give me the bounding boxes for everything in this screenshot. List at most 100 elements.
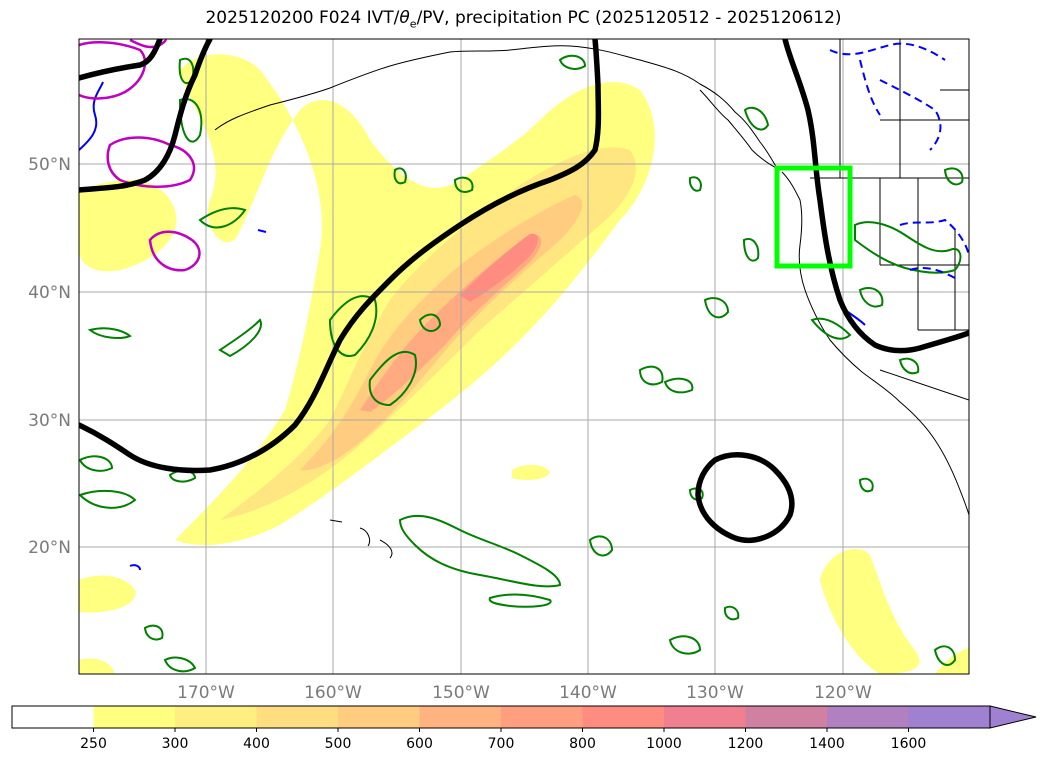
highlight-box <box>774 165 853 269</box>
pv-contours <box>79 39 969 543</box>
green-contour-u <box>79 455 114 472</box>
colorbar-tick-label: 800 <box>569 736 596 752</box>
green-contour-m <box>810 317 852 340</box>
green-contour-e <box>418 313 442 332</box>
map-content <box>79 39 969 674</box>
colorbar-tick-label: 400 <box>243 736 270 752</box>
states-grid <box>879 178 969 331</box>
colorbar-segment <box>175 706 257 728</box>
green-contour-ai <box>143 624 164 641</box>
coastline-bc <box>699 89 781 171</box>
theta-e-contours-blue <box>79 42 969 571</box>
title-theta-sub: e <box>409 17 417 31</box>
ivt-band-250-se2 <box>935 648 969 674</box>
colorbar-tick-label: 1200 <box>728 736 764 752</box>
lat-label-40: 40°N <box>28 283 71 303</box>
lat-label-50: 50°N <box>28 155 71 175</box>
pv-contour-east <box>782 39 969 354</box>
colorbar: 250 300 400 500 600 700 800 1000 1200 1400 1600 <box>11 705 1037 752</box>
lat-label-30: 30°N <box>28 411 71 431</box>
colorbar-tick-label: 600 <box>406 736 433 752</box>
lon-label-160w: 160°W <box>304 683 362 703</box>
green-contour-ah <box>723 605 740 621</box>
lon-label-150w: 150°W <box>432 683 490 703</box>
colorbar-segment <box>419 706 502 728</box>
lon-label-140w: 140°W <box>559 683 617 703</box>
colorbar-segment <box>12 706 94 728</box>
colorbar-tick-label: 250 <box>80 736 107 752</box>
ivt-band-250-se <box>820 549 920 674</box>
green-contour-f <box>398 514 562 588</box>
green-contour-ae <box>688 176 702 192</box>
green-contour-x <box>668 635 702 655</box>
colorbar-segment <box>256 706 339 728</box>
green-contour-n <box>854 221 962 274</box>
colorbar-segment <box>745 706 828 728</box>
ivt-band-250-sw2 <box>79 658 115 674</box>
colorbar-segment <box>338 706 420 728</box>
green-contour-j <box>663 377 694 394</box>
green-contour-t <box>198 207 247 229</box>
lon-label-130w: 130°W <box>686 683 744 703</box>
blue-contour-nw <box>79 81 104 151</box>
green-contour-s <box>178 98 203 143</box>
colorbar-tick-label: 1600 <box>891 736 927 752</box>
title-prefix: 2025120200 F024 IVT/ <box>205 8 400 28</box>
green-contour-d <box>368 350 417 407</box>
green-contour-y <box>933 645 957 666</box>
colorbar-segment <box>582 706 665 728</box>
coastlines <box>214 39 969 559</box>
pv-circle <box>695 452 795 543</box>
pv-contour-nw2 <box>79 39 163 81</box>
magenta-contour-b <box>106 136 196 188</box>
green-contour-o <box>858 286 884 308</box>
colorbar-tick-label: 300 <box>162 736 189 752</box>
lon-label-170w: 170°W <box>177 683 235 703</box>
theta-e-contours-green <box>79 54 964 673</box>
green-contour-ac <box>393 167 407 185</box>
map-title: 2025120200 F024 IVT/θe/PV, precipitation… <box>0 8 1047 30</box>
green-contour-i <box>638 365 664 386</box>
colorbar-segment <box>501 706 583 728</box>
green-contour-q <box>558 54 587 70</box>
lon-label-120w: 120°W <box>814 683 872 703</box>
green-contour-b <box>218 318 262 358</box>
blue-contour-ne <box>829 42 946 151</box>
green-contour-z <box>163 656 197 673</box>
hawaii <box>329 519 393 559</box>
green-contour-h <box>588 535 614 557</box>
colorbar-segment <box>93 706 176 728</box>
colorbar-tick-label: 1400 <box>809 736 845 752</box>
green-contour-a <box>87 327 132 339</box>
ivt-band-250-s <box>512 464 550 480</box>
colorbar-segment <box>908 706 991 728</box>
graticule <box>79 39 969 674</box>
colorbar-extension <box>989 705 1037 729</box>
colorbar-tick-label: 1000 <box>646 736 682 752</box>
green-contour-ag <box>898 357 920 375</box>
blue-contour-e <box>899 218 969 279</box>
blue-contour-dot2 <box>129 564 141 571</box>
title-theta: θ <box>399 8 410 28</box>
ivt-band-250-sw <box>79 575 136 613</box>
pv-contour-nw <box>79 39 213 193</box>
ivt-band-800 <box>460 233 539 302</box>
blue-contour-dot1 <box>257 229 267 233</box>
green-contour-k <box>703 297 730 319</box>
magenta-contour-a <box>79 41 147 100</box>
title-suffix: /PV, precipitation PC (2025120512 - 2025… <box>416 8 842 28</box>
pv-contour-main <box>79 39 602 474</box>
green-contour-v <box>79 489 137 509</box>
coastline-alaska <box>214 45 779 171</box>
green-contour-g <box>488 593 552 608</box>
colorbar-tick-label: 500 <box>325 736 352 752</box>
coastline-us-west <box>781 171 969 516</box>
map-frame <box>78 38 970 675</box>
colorbar-segment <box>827 706 909 728</box>
colorbar-tick-label: 700 <box>488 736 515 752</box>
canada-provinces <box>839 39 969 178</box>
green-contour-p <box>743 106 770 131</box>
border-us-mexico <box>879 369 969 401</box>
green-contour-af <box>943 167 964 186</box>
